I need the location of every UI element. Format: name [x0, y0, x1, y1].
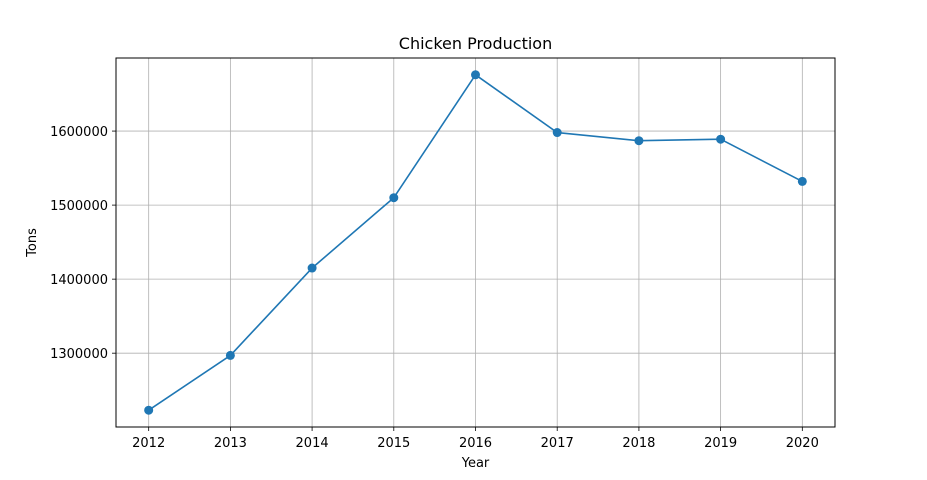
y-tick-label: 1300000	[50, 347, 108, 362]
data-point-2019	[716, 134, 726, 144]
chart-title: Chicken Production	[399, 34, 552, 53]
x-axis-ticks: 2012 2013 2014 2015 2016 2017 2018 2019 2020	[132, 427, 819, 451]
x-tick-label: 2018	[622, 436, 655, 451]
x-axis-label: Year	[461, 456, 490, 471]
y-axis-ticks: 1300000 1400000 1500000 1600000	[50, 125, 116, 362]
y-tick-label: 1500000	[50, 199, 108, 214]
data-point-2012	[144, 405, 154, 415]
data-point-2016	[471, 70, 480, 80]
x-tick-label: 2012	[132, 436, 165, 451]
x-tick-label: 2020	[786, 436, 819, 451]
y-tick-label: 1400000	[50, 273, 108, 288]
x-tick-label: 2013	[214, 436, 247, 451]
data-point-2013	[225, 350, 235, 360]
data-point-2020	[797, 176, 807, 186]
series-markers	[144, 70, 807, 415]
x-tick-label: 2017	[541, 436, 574, 451]
x-tick-label: 2015	[377, 436, 410, 451]
y-tick-label: 1600000	[50, 125, 108, 140]
data-point-2017	[552, 128, 562, 138]
x-tick-label: 2016	[459, 436, 492, 451]
grid-lines	[116, 58, 835, 427]
data-point-2014	[307, 263, 317, 273]
data-point-2015	[389, 193, 399, 203]
data-point-2018	[634, 136, 644, 146]
x-tick-label: 2014	[296, 436, 329, 451]
x-tick-label: 2019	[704, 436, 737, 451]
y-axis-label: Tons	[25, 228, 40, 258]
